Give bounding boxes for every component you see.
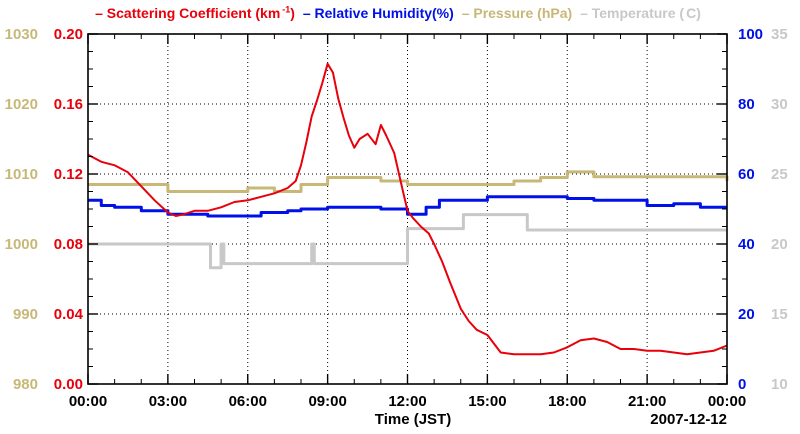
pressure-tick-label: 1030 <box>5 26 38 43</box>
chart-legend: – Scattering Coefficient (km -1) – Relati… <box>0 4 800 21</box>
legend-item: – Temperature (C) <box>580 5 703 21</box>
x-tick-label: 00:00 <box>708 393 746 410</box>
temperature-tick-label: 35 <box>771 26 788 43</box>
legend-item-suffix: C) <box>686 4 701 21</box>
x-tick-label: 09:00 <box>308 393 346 410</box>
grid <box>88 34 727 384</box>
scattering-tick-label: 0.04 <box>54 306 84 323</box>
humidity-tick-label: 80 <box>738 96 755 113</box>
humidity-tick-label: 20 <box>738 306 755 323</box>
legend-item-label: – Relative Humidity(%) <box>302 4 454 21</box>
x-tick-label: 18:00 <box>548 393 586 410</box>
pressure-tick-label: 980 <box>13 376 38 393</box>
axis-ticks <box>87 33 728 385</box>
scattering-tick-label: 0.20 <box>54 26 83 43</box>
legend-item-label: – Temperature ( <box>580 4 685 21</box>
temperature-tick-label: 15 <box>771 306 788 323</box>
scattering-tick-label: 0.00 <box>54 376 83 393</box>
humidity-tick-label: 60 <box>738 166 755 183</box>
scattering-tick-label: 0.16 <box>54 96 83 113</box>
legend-item-label: – Scattering Coefficient (km <box>95 4 281 21</box>
series-temperature-line <box>88 213 727 270</box>
temperature-tick-label: 20 <box>771 236 788 253</box>
humidity-tick-label: 40 <box>738 236 755 253</box>
scattering-tick-label: 0.12 <box>54 166 83 183</box>
legend-item-label: – Pressure (hPa) <box>461 4 573 21</box>
x-tick-label: 15:00 <box>468 393 506 410</box>
humidity-tick-label: 100 <box>738 26 763 43</box>
tick-labels: 00:00 03:00 06:00 09:00 12:00 15:00 18:00 21:00… <box>5 26 788 410</box>
x-tick-label: 06:00 <box>229 393 267 410</box>
x-tick-label: 00:00 <box>69 393 107 410</box>
date-label: 2007-12-12 <box>650 411 727 428</box>
legend-item-suffix: ) <box>290 4 295 21</box>
pressure-tick-label: 1010 <box>5 166 38 183</box>
x-tick-label: 12:00 <box>388 393 426 410</box>
x-tick-label: 03:00 <box>149 393 187 410</box>
temperature-tick-label: 10 <box>771 376 788 393</box>
legend-item: – Pressure (hPa) <box>462 5 575 21</box>
temperature-tick-label: 30 <box>771 96 788 113</box>
pressure-tick-label: 990 <box>13 306 38 323</box>
pressure-tick-label: 1020 <box>5 96 38 113</box>
series-layer <box>87 62 729 356</box>
legend-item: – Scattering Coefficient (km -1) <box>95 4 297 21</box>
legend-item-superscript: -1 <box>282 4 291 14</box>
pressure-tick-label: 1000 <box>5 236 38 253</box>
temperature-tick-label: 25 <box>771 166 788 183</box>
humidity-tick-label: 0 <box>738 376 746 393</box>
scattering-tick-label: 0.08 <box>54 236 83 253</box>
series-scattering-coefficient-line <box>87 62 728 356</box>
legend-item: – Relative Humidity(%) <box>303 5 456 21</box>
series-pressure-line <box>88 170 729 193</box>
x-tick-label: 21:00 <box>628 393 666 410</box>
x-axis-label: Time (JST) <box>375 411 451 428</box>
series-relative-humidity-line <box>88 195 727 218</box>
